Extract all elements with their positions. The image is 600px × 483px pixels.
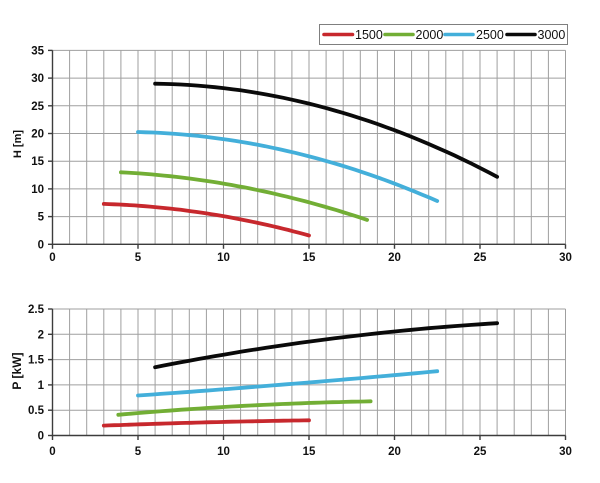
svg-text:2: 2 (38, 329, 44, 341)
svg-text:15: 15 (303, 446, 316, 458)
svg-text:20: 20 (388, 446, 401, 458)
svg-text:20: 20 (31, 129, 44, 141)
svg-text:1500: 1500 (355, 28, 383, 42)
svg-text:3000: 3000 (538, 28, 566, 42)
svg-text:15: 15 (31, 156, 44, 168)
svg-text:30: 30 (559, 446, 572, 458)
svg-text:10: 10 (31, 184, 44, 196)
svg-text:2.5: 2.5 (28, 304, 45, 316)
svg-text:0: 0 (49, 446, 55, 458)
svg-text:1.5: 1.5 (28, 355, 45, 367)
svg-text:H [m]: H [m] (12, 130, 24, 158)
svg-text:35: 35 (31, 45, 44, 57)
svg-text:20: 20 (388, 252, 401, 264)
svg-text:10: 10 (217, 252, 230, 264)
svg-text:2500: 2500 (476, 28, 504, 42)
svg-text:5: 5 (135, 446, 142, 458)
svg-text:30: 30 (31, 73, 44, 85)
svg-text:0: 0 (38, 239, 44, 251)
svg-text:25: 25 (31, 101, 44, 113)
svg-text:0: 0 (49, 252, 55, 264)
svg-text:5: 5 (38, 212, 45, 224)
svg-text:0.5: 0.5 (28, 405, 45, 417)
svg-text:25: 25 (474, 252, 487, 264)
svg-text:2000: 2000 (416, 28, 444, 42)
svg-text:5: 5 (135, 252, 142, 264)
svg-text:1: 1 (38, 380, 45, 392)
svg-text:P [kW]: P [kW] (10, 352, 24, 389)
svg-text:15: 15 (303, 252, 316, 264)
svg-text:25: 25 (474, 446, 487, 458)
svg-text:10: 10 (217, 446, 230, 458)
svg-text:30: 30 (559, 252, 572, 264)
svg-text:0: 0 (38, 431, 44, 443)
